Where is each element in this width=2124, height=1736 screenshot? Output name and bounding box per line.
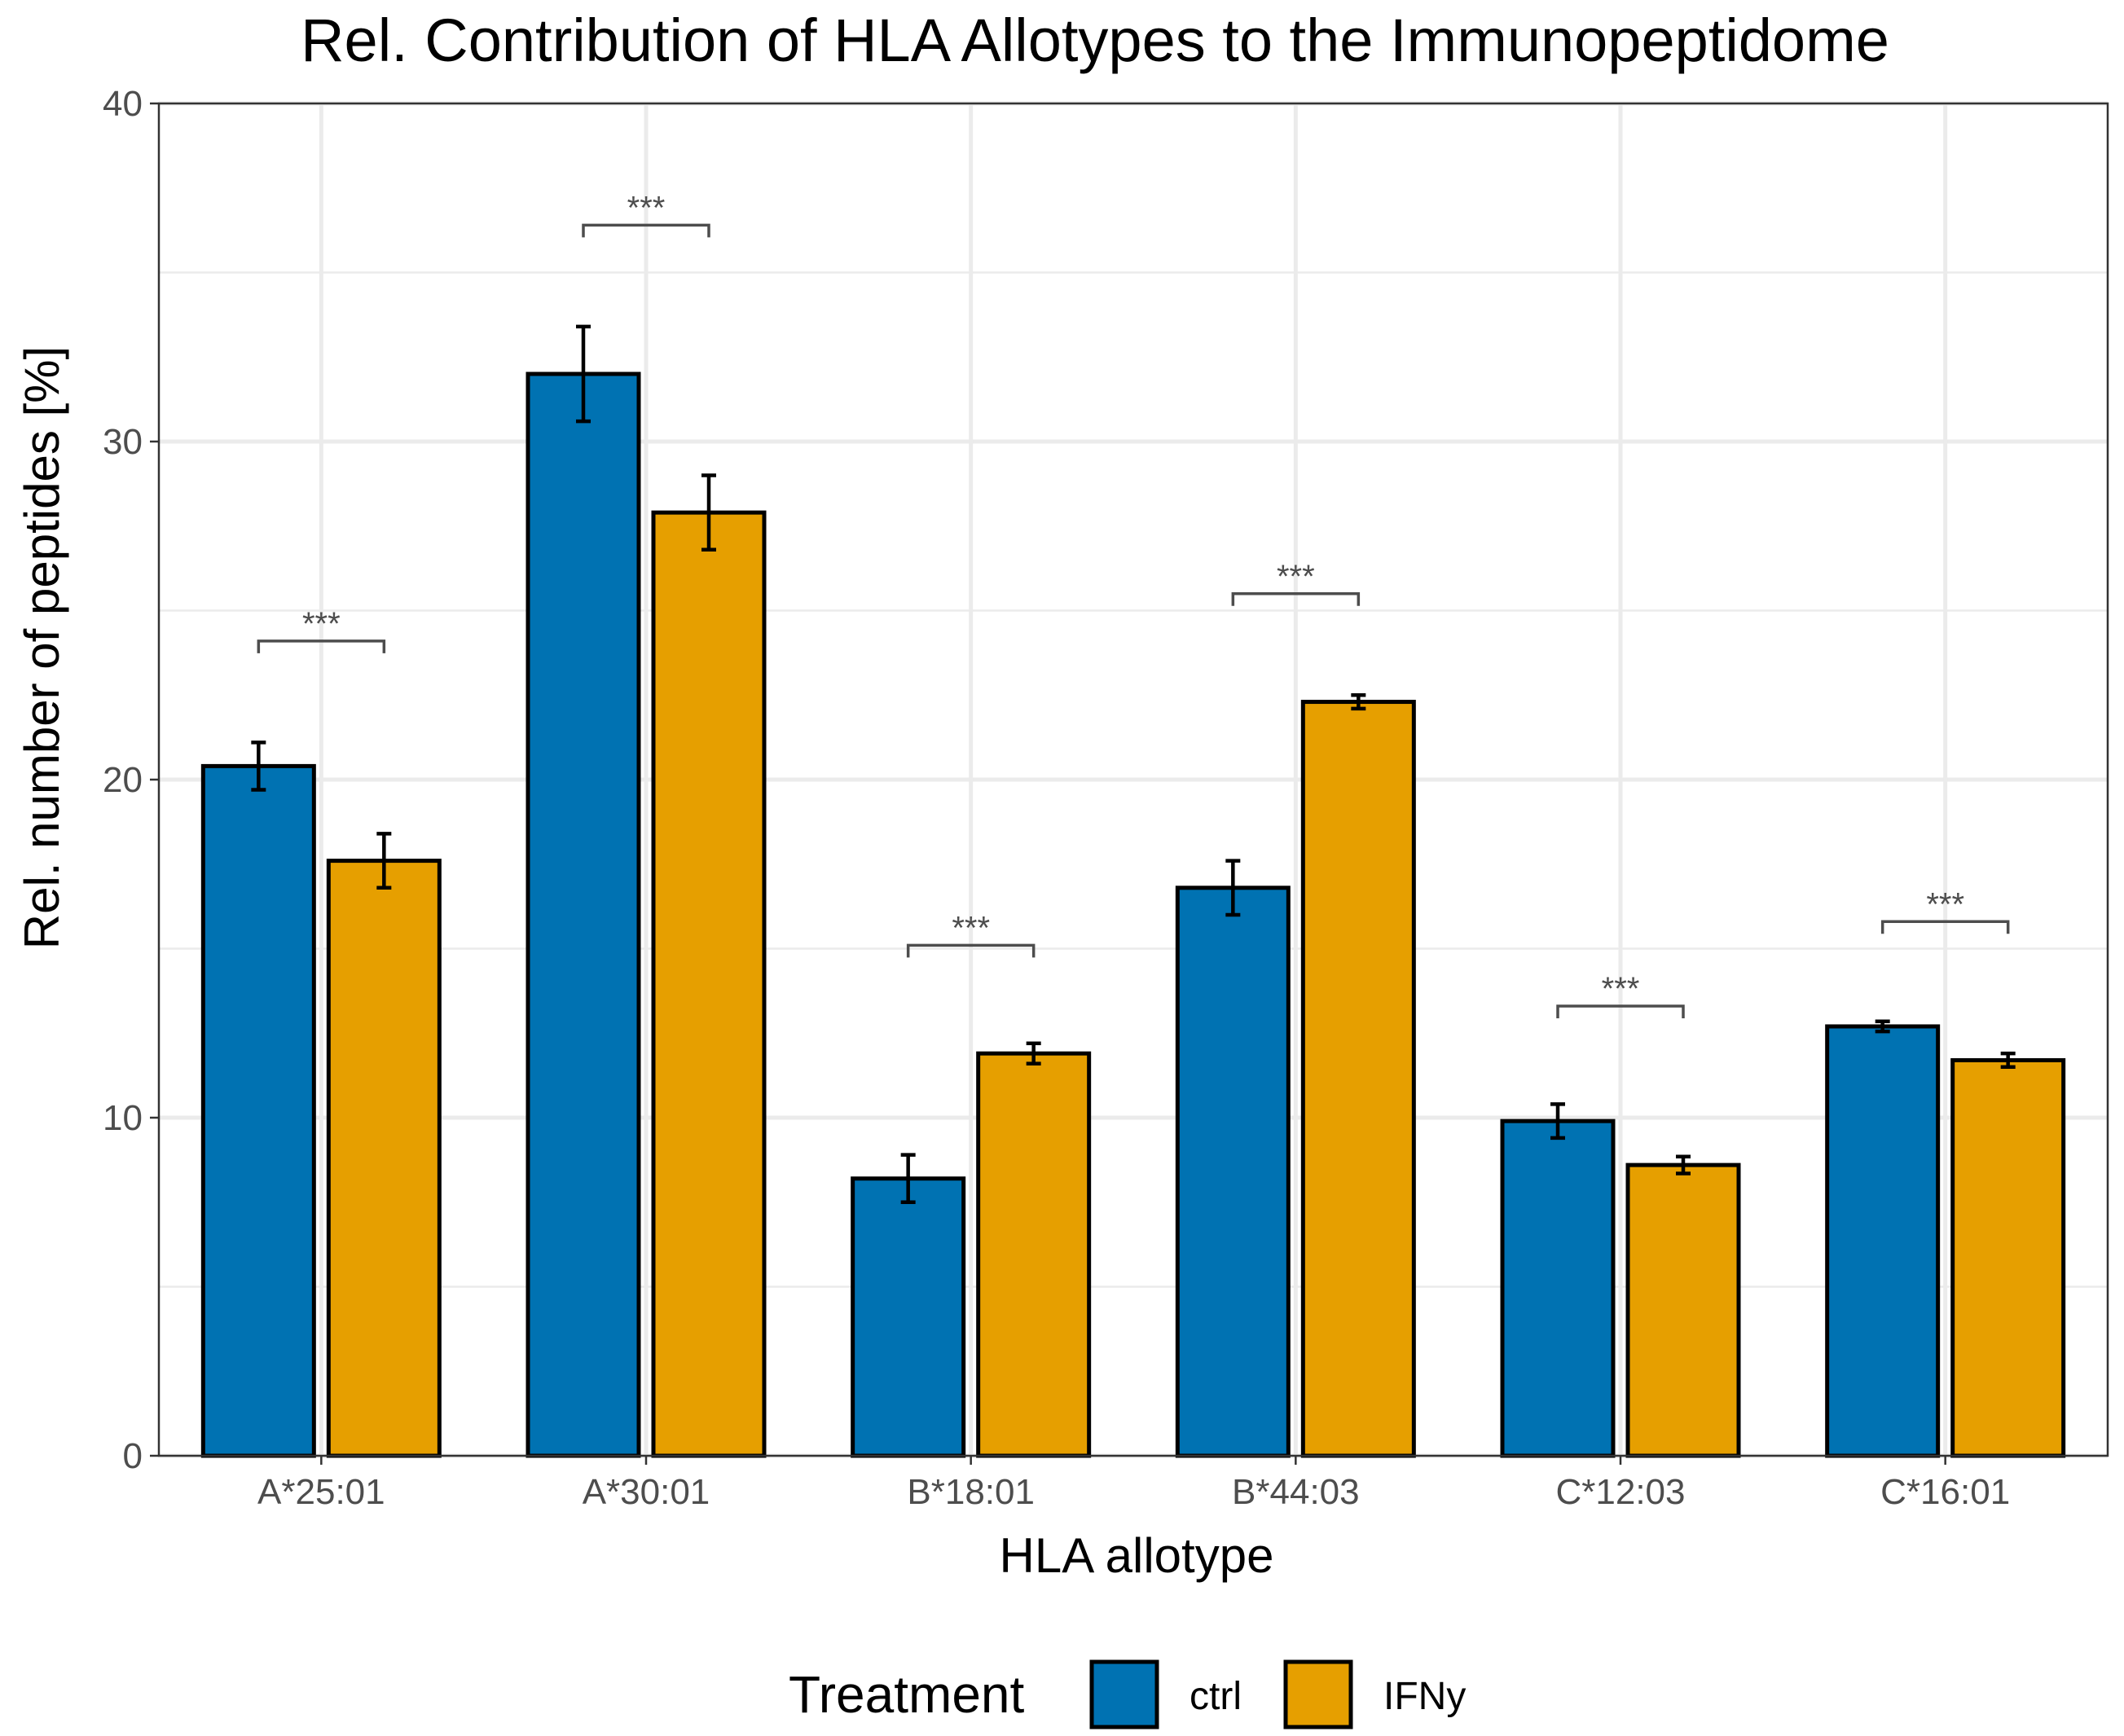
error-bar-ctrl-B*44:03 <box>1225 859 1241 917</box>
significance-label: *** <box>627 190 666 226</box>
significance-label: *** <box>1602 971 1640 1007</box>
error-bars <box>251 324 2016 1204</box>
bar-IFNy-C*16:01 <box>1950 1057 2066 1458</box>
significance-annotations: *** *** *** *** *** *** <box>257 190 2010 1019</box>
error-bar-ctrl-C*16:01 <box>1875 1019 1890 1034</box>
significance-bracket-line <box>1231 592 1361 606</box>
bar-ctrl-A*30:01 <box>526 371 641 1458</box>
bar-IFNy-B*18:01 <box>976 1051 1092 1458</box>
error-bar-IFNy-C*16:01 <box>2000 1051 2016 1069</box>
legend-key-ctrl <box>1089 1659 1159 1729</box>
x-tick-label: B*44:03 <box>1232 1472 1360 1512</box>
significance-bracket-B*18:01: *** <box>906 910 1036 958</box>
legend-label-IFNy: IFNy <box>1383 1675 1466 1718</box>
bar-IFNy-C*12:03 <box>1625 1162 1741 1458</box>
error-bar-IFNy-B*18:01 <box>1026 1041 1041 1066</box>
x-tick-label: B*18:01 <box>907 1472 1035 1512</box>
significance-label: *** <box>952 910 990 946</box>
error-bar-IFNy-C*12:03 <box>1676 1154 1691 1176</box>
legend-item-IFNy: IFNy <box>1283 1659 1466 1729</box>
bar-IFNy-A*25:01 <box>326 859 442 1458</box>
x-axis-title: HLA allotype <box>1000 1528 1274 1583</box>
legend-key-IFNy <box>1283 1659 1353 1729</box>
significance-label: *** <box>1926 886 1964 922</box>
significance-label: *** <box>302 606 341 642</box>
legend-title: Treatment <box>789 1665 1025 1724</box>
significance-bracket-C*16:01: *** <box>1880 886 2010 934</box>
significance-bracket-line <box>906 943 1036 958</box>
error-bar-ctrl-C*12:03 <box>1550 1102 1565 1140</box>
bar-ctrl-A*25:01 <box>200 763 316 1458</box>
significance-bracket-line <box>1880 920 2010 934</box>
significance-bracket-B*44:03: *** <box>1231 559 1361 606</box>
bar-ctrl-B*44:03 <box>1175 886 1291 1458</box>
y-tick-label: 30 <box>103 422 143 462</box>
bar-ctrl-B*18:01 <box>851 1176 966 1458</box>
x-tick-label: C*12:03 <box>1555 1472 1685 1512</box>
legend-item-ctrl: ctrl <box>1089 1659 1242 1729</box>
error-bar-IFNy-A*30:01 <box>701 473 716 552</box>
significance-bracket-A*25:01: *** <box>257 606 386 653</box>
bar-IFNy-A*30:01 <box>651 510 767 1458</box>
error-bar-ctrl-A*25:01 <box>251 741 266 792</box>
error-bar-ctrl-A*30:01 <box>576 324 591 424</box>
chart-title: Rel. Contribution of HLA Allotypes to th… <box>301 7 1889 74</box>
y-tick-label: 40 <box>103 84 143 124</box>
y-axis-title: Rel. number of peptides [%] <box>15 346 69 949</box>
y-tick-label: 20 <box>103 760 143 800</box>
significance-bracket-A*30:01: *** <box>582 190 710 238</box>
y-tick-label: 10 <box>103 1098 143 1138</box>
significance-label: *** <box>1277 559 1315 595</box>
error-bar-ctrl-B*18:01 <box>900 1153 916 1204</box>
significance-bracket-line <box>1556 1004 1685 1019</box>
bar-ctrl-C*12:03 <box>1500 1119 1616 1458</box>
x-tick-label: A*25:01 <box>257 1472 385 1512</box>
bars <box>200 371 2066 1458</box>
x-tick-label: C*16:01 <box>1880 1472 2010 1512</box>
significance-bracket-C*12:03: *** <box>1556 971 1685 1019</box>
legend-label-ctrl: ctrl <box>1190 1675 1242 1718</box>
significance-bracket-line <box>257 639 386 653</box>
bar-ctrl-C*16:01 <box>1825 1024 1941 1458</box>
x-tick-label: A*30:01 <box>583 1472 710 1512</box>
error-bar-IFNy-A*25:01 <box>376 832 392 890</box>
bar-IFNy-B*44:03 <box>1300 700 1416 1458</box>
axes: 0 10 20 30 40 A*25:01 A*30:01 B*18:01 B*44:03 C*1… <box>103 84 2010 1512</box>
y-tick-label: 0 <box>123 1436 143 1476</box>
legend: Treatment ctrl IFNy <box>789 1659 1466 1729</box>
error-bar-IFNy-B*44:03 <box>1351 693 1366 711</box>
significance-bracket-line <box>582 223 710 238</box>
